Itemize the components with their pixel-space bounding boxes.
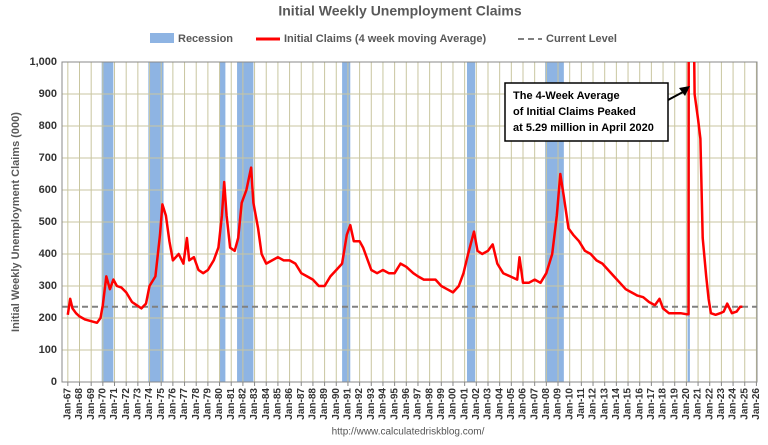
x-tick-label: Jan-73 xyxy=(133,388,144,420)
x-tick-label: Jan-85 xyxy=(273,388,284,420)
x-tick-label: Jan-98 xyxy=(424,388,435,420)
x-tick-label: Jan-96 xyxy=(401,388,412,420)
legend-label: Recession xyxy=(178,33,233,45)
x-tick-label: Jan-86 xyxy=(284,388,295,420)
x-tick-label: Jan-97 xyxy=(413,388,424,420)
y-tick-label: 400 xyxy=(39,248,57,260)
y-tick-label: 800 xyxy=(39,120,57,132)
annotation-box xyxy=(504,82,669,142)
annotation-arrowhead xyxy=(679,86,690,96)
x-tick-label: Jan-75 xyxy=(156,388,167,420)
x-tick-label: Jan-24 xyxy=(728,388,739,420)
data-line xyxy=(66,62,743,325)
x-tick-label: Jan-95 xyxy=(389,388,400,420)
x-tick-label: Jan-70 xyxy=(97,388,108,420)
x-tick-label: Jan-13 xyxy=(599,388,610,420)
x-tick-label: Jan-05 xyxy=(506,388,517,420)
x-tick-label: Jan-23 xyxy=(716,388,727,420)
x-tick-label: Jan-83 xyxy=(249,388,260,420)
y-tick-label: 0 xyxy=(51,376,57,388)
x-tick-label: Jan-17 xyxy=(646,388,657,420)
y-tick-label: 700 xyxy=(39,152,57,164)
x-tick-label: Jan-67 xyxy=(62,388,73,420)
x-tick-label: Jan-00 xyxy=(448,388,459,420)
x-tick-label: Jan-77 xyxy=(179,388,190,420)
x-tick-label: Jan-69 xyxy=(86,388,97,420)
y-tick-label: 900 xyxy=(39,88,57,100)
x-tick-label: Jan-08 xyxy=(541,388,552,420)
x-tick-label: Jan-68 xyxy=(74,388,85,420)
x-tick-label: Jan-20 xyxy=(681,388,692,420)
annotation-arrow xyxy=(667,91,684,101)
legend-label: Current Level xyxy=(546,33,617,45)
y-tick-label: 100 xyxy=(39,344,57,356)
y-tick-label: 300 xyxy=(39,280,57,292)
legend-label: Initial Claims (4 week moving Average) xyxy=(284,33,486,45)
x-tick-label: Jan-04 xyxy=(494,388,505,420)
x-tick-label: Jan-14 xyxy=(611,388,622,420)
x-tick-label: Jan-76 xyxy=(168,388,179,420)
x-tick-label: Jan-16 xyxy=(634,388,645,420)
x-tick-label: Jan-79 xyxy=(203,388,214,420)
x-tick-label: Jan-81 xyxy=(226,388,237,420)
chart-title: Initial Weekly Unemployment Claims xyxy=(278,3,521,19)
y-tick-label: 200 xyxy=(39,312,57,324)
x-tick-label: Jan-26 xyxy=(751,388,762,420)
y-axis-label: Initial Weekly Unemployment Claims (000) xyxy=(10,112,22,332)
x-tick-label: Jan-88 xyxy=(308,388,319,420)
x-tick-label: Jan-94 xyxy=(378,388,389,420)
x-tick-label: Jan-90 xyxy=(331,388,342,420)
x-tick-label: Jan-10 xyxy=(564,388,575,420)
x-tick-label: Jan-78 xyxy=(191,388,202,420)
annotation-text: The 4-Week Average xyxy=(513,90,620,102)
y-tick-label: 500 xyxy=(39,216,57,228)
x-tick-label: Jan-71 xyxy=(109,388,120,420)
x-tick-label: Jan-99 xyxy=(436,388,447,420)
x-tick-label: Jan-74 xyxy=(144,388,155,420)
x-tick-label: Jan-18 xyxy=(658,388,669,420)
x-tick-label: Jan-02 xyxy=(471,388,482,420)
x-tick-label: Jan-91 xyxy=(343,388,354,420)
x-tick-label: Jan-87 xyxy=(296,388,307,420)
x-tick-label: Jan-09 xyxy=(553,388,564,420)
plot-area xyxy=(66,62,743,325)
x-tick-label: Jan-25 xyxy=(739,388,750,420)
source: http://www.calculatedriskblog.com/ xyxy=(332,427,485,438)
x-tick-label: Jan-72 xyxy=(121,388,132,420)
x-tick-label: Jan-06 xyxy=(518,388,529,420)
x-tick-label: Jan-93 xyxy=(366,388,377,420)
x-tick-label: Jan-82 xyxy=(238,388,249,420)
plot-frame xyxy=(61,61,758,383)
annotation-text: of Initial Claims Peaked xyxy=(513,106,636,118)
x-tick-label: Jan-19 xyxy=(669,388,680,420)
x-tick-label: Jan-89 xyxy=(319,388,330,420)
y-tick-label: 1,000 xyxy=(29,56,57,68)
x-tick-label: Jan-11 xyxy=(576,388,587,420)
x-tick-label: Jan-92 xyxy=(354,388,365,420)
y-tick-label: 600 xyxy=(39,184,57,196)
x-tick-label: Jan-03 xyxy=(483,388,494,420)
legend-swatch xyxy=(150,33,174,43)
x-tick-label: Jan-07 xyxy=(529,388,540,420)
x-tick-label: Jan-84 xyxy=(261,388,272,420)
x-tick-label: Jan-15 xyxy=(623,388,634,420)
x-tick-label: Jan-01 xyxy=(459,388,470,420)
annotation-text: at 5.29 million in April 2020 xyxy=(513,122,654,134)
x-tick-label: Jan-21 xyxy=(693,388,704,420)
x-tick-label: Jan-22 xyxy=(704,388,715,420)
x-tick-label: Jan-12 xyxy=(588,388,599,420)
x-tick-label: Jan-80 xyxy=(214,388,225,420)
